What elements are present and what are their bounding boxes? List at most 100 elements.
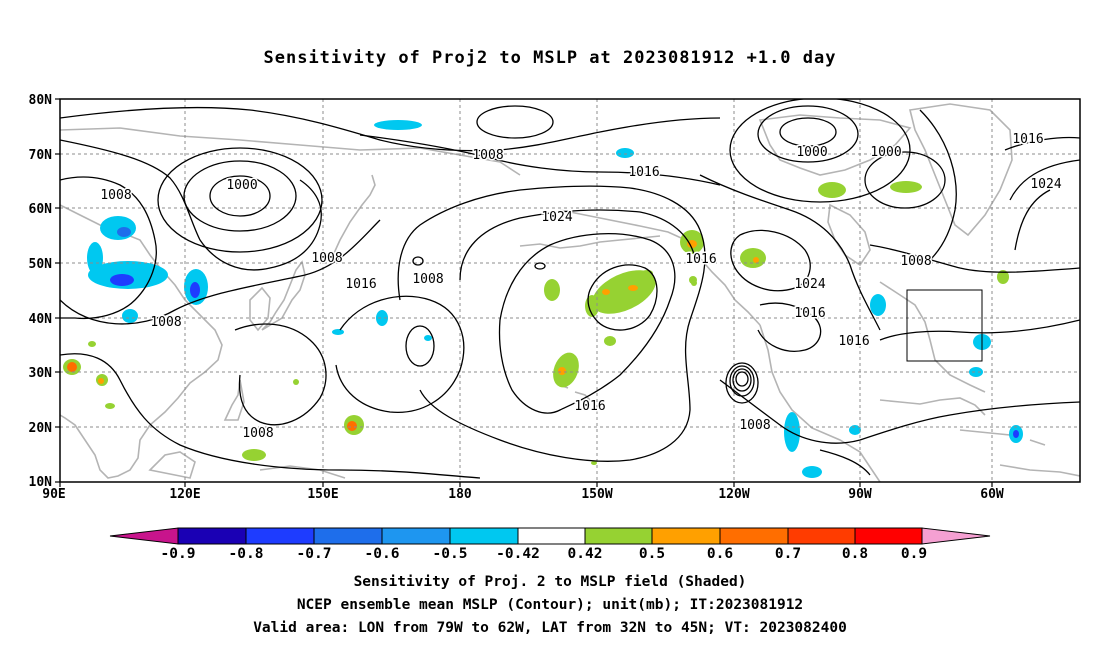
gulf-coast: [879, 397, 986, 416]
lon-label: 60W: [980, 487, 1004, 502]
lon-labels: 90E 120E 150E 180 150W 120W 90W 60W: [42, 487, 1004, 502]
lat-labels: 80N 70N 60N 50N 40N 30N 20N 10N: [29, 93, 53, 490]
shade-pos-canada-2: [818, 182, 846, 198]
shade-pos-small4: [591, 461, 597, 465]
contour-label: 1000: [796, 145, 827, 160]
lat-label: 50N: [29, 257, 53, 272]
south-america-coastline: [999, 464, 1080, 477]
shade-pos-pacific-c: [544, 279, 560, 301]
colorbar-box: [787, 527, 856, 545]
siberia-coastline: [60, 127, 521, 176]
shade-neg-siberia-2b: [110, 274, 134, 286]
shade-pos-canada-b: [753, 257, 759, 263]
contour-label: 1000: [226, 178, 257, 193]
shade-neg-siberia-1b: [117, 227, 131, 237]
colorbar-label: -0.42: [496, 546, 540, 562]
lat-label: 70N: [29, 148, 53, 163]
shade-neg-manchuria-b: [190, 282, 200, 298]
colorbar-label: 0.6: [707, 546, 733, 562]
colorbar-label: -0.8: [229, 546, 264, 562]
contour-labels: 1008 1000 1008 1008 1008 1016 1008 1016 …: [99, 131, 1063, 443]
shade-pos-atlantic: [997, 270, 1009, 284]
contour-label: 1016: [345, 277, 376, 292]
map-frame: [59, 98, 1081, 483]
lat-label: 20N: [29, 421, 53, 436]
colorbar-low-triangle: [109, 527, 179, 545]
north-america-coastline: [759, 324, 881, 482]
lon-label: 180: [448, 487, 472, 502]
colorbar-label: -0.5: [433, 546, 468, 562]
kamchatka-coastline: [329, 174, 376, 263]
colorbar-label: -0.7: [297, 546, 332, 562]
figure-title: Sensitivity of Proj2 to MSLP at 20230819…: [263, 48, 837, 68]
shade-neg-pacific-2: [424, 335, 432, 341]
colorbar-label: 0.9: [901, 546, 927, 562]
lon-label: 150E: [307, 487, 338, 502]
sensitivity-shading: [63, 120, 1023, 478]
colorbar-box: [854, 527, 923, 545]
contour-label: 1016: [628, 165, 659, 180]
shade-pos-pacific-e2: [347, 421, 357, 431]
shade-pos-canada: [740, 248, 766, 268]
lat-label: 80N: [29, 93, 53, 108]
colorbar-box: [245, 527, 315, 545]
lat-label: 30N: [29, 366, 53, 381]
axis-ticks: [55, 98, 993, 487]
colorbar-labels: -0.9 -0.8 -0.7 -0.6 -0.5 -0.42 0.42 0.5 …: [161, 546, 928, 562]
lat-label: 10N: [29, 475, 53, 490]
contour-label: 1024: [541, 210, 572, 225]
caption-shading: Sensitivity of Proj. 2 to MSLP field (Sh…: [353, 574, 747, 590]
hudson-bay: [827, 203, 871, 267]
shade-pos-small: [293, 379, 299, 385]
alaska-coastline: [559, 209, 761, 326]
colorbar-label: -0.9: [161, 546, 196, 562]
contour-label: 1016: [794, 306, 825, 321]
colorbar-label: 0.8: [842, 546, 868, 562]
shade-pos-hawaii-b: [558, 367, 566, 375]
shade-pos-philippine: [242, 449, 266, 461]
lon-label: 90W: [848, 487, 872, 502]
lat-label: 40N: [29, 312, 53, 327]
contour-label: 1016: [838, 334, 869, 349]
lon-label: 120E: [169, 487, 200, 502]
shade-pos-pacific-a4: [602, 289, 610, 295]
korea-coastline: [249, 286, 271, 332]
lon-label: 120W: [718, 487, 749, 502]
contour-label: 1008: [150, 315, 181, 330]
colorbar-box: [177, 527, 247, 545]
colorbar-label: -0.6: [365, 546, 400, 562]
contour-label: 1024: [794, 277, 825, 292]
lat-lon-grid: [60, 99, 1080, 482]
valid-area-box: [906, 289, 983, 362]
caption-valid-area: Valid area: LON from 79W to 62W, LAT fro…: [253, 620, 847, 636]
coastlines: [60, 103, 1080, 482]
map-area: [60, 99, 1080, 482]
shade-pos-gulf-alaska-b: [687, 240, 697, 248]
colorbar-high-triangle: [921, 527, 991, 545]
contour-label: 1016: [685, 252, 716, 267]
colorbar-label: 0.42: [568, 546, 603, 562]
shade-pos-sea: [105, 403, 115, 409]
shade-pos-hawaii: [553, 352, 579, 388]
asia-coastline: [60, 204, 223, 479]
shade-neg-arctic-2: [616, 148, 634, 158]
shade-neg-china: [122, 309, 138, 323]
mslp-contours: [60, 99, 1080, 479]
colorbar-box: [719, 527, 789, 545]
shade-pos-pacific-d: [604, 336, 616, 346]
colorbar-boxes: [177, 527, 923, 545]
contour-label: 1008: [412, 272, 443, 287]
lon-label: 90E: [42, 487, 65, 502]
contour-label: 1008: [311, 251, 342, 266]
caption-contour: NCEP ensemble mean MSLP (Contour); unit(…: [296, 597, 804, 613]
contour-label: 1008: [242, 426, 273, 441]
borneo: [148, 451, 196, 479]
shade-pos-bay-b: [98, 378, 104, 384]
colorbar-box: [381, 527, 451, 545]
colorbar-box: [517, 527, 586, 545]
aleutians: [519, 235, 661, 249]
contour-label: 1016: [574, 399, 605, 414]
colorbar-box: [584, 527, 653, 545]
colorbar-box: [313, 527, 383, 545]
